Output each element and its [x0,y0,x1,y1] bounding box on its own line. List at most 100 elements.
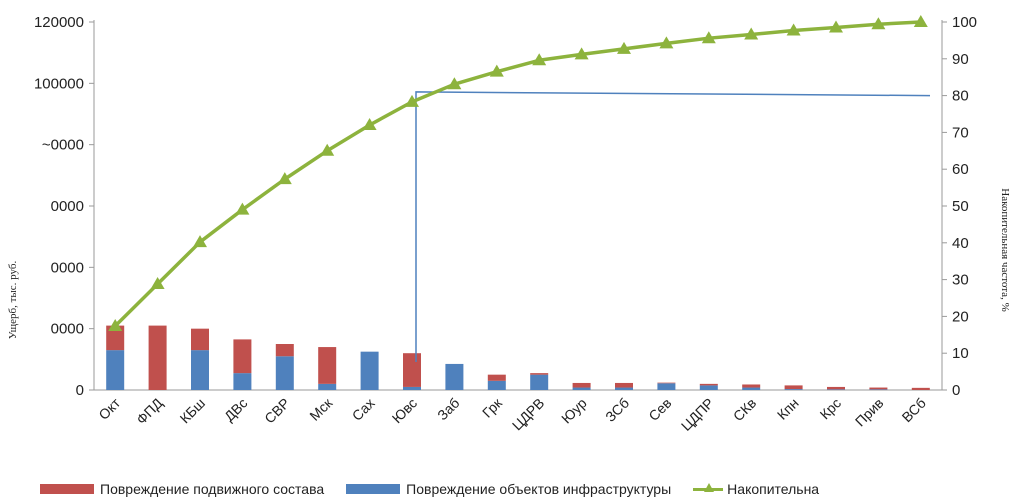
bar-infrastructure [784,389,803,390]
cumulative-point [871,17,886,30]
bar-rolling-stock [403,353,421,387]
x-tick-label: СКв [730,395,759,424]
legend-label-infrastructure: Повреждение объектов инфраструктуры [406,481,672,497]
bar-rolling-stock [784,385,803,390]
bar-rolling-stock [615,382,633,388]
x-tick-label: Прив [852,395,887,430]
legend-label-cumulative: Накопительна [727,481,820,497]
bar-infrastructure [827,389,845,390]
x-tick-label: ЦДПР [678,395,717,434]
legend-label-rolling-stock: Повреждение подвижного состава [100,481,325,497]
y2-tick-label: 20 [952,308,969,325]
threshold-line [415,91,931,362]
bars [106,325,930,390]
bar-rolling-stock [869,387,888,390]
x-tick-label: Ювс [389,395,420,426]
bar-rolling-stock [827,386,845,390]
y2-tick-label: 70 [952,124,969,141]
x-tick-label: ВСб [899,395,929,425]
cumulative-point [701,31,716,44]
y2-tick-label: 30 [952,272,969,289]
x-tick-label: Юур [558,395,590,427]
x-tick-label: ФПД [133,394,166,427]
legend-item-rolling-stock: Повреждение подвижного состава [40,481,324,497]
x-tick-label: ЦДРВ [509,395,548,434]
cumulative-point [574,47,589,60]
x-tick-label: Кпн [774,395,802,423]
bar-infrastructure [318,383,337,390]
bar-infrastructure [657,383,676,390]
bar-infrastructure [487,380,506,390]
bar-infrastructure [699,385,718,390]
legend-item-cumulative: Накопительна [693,481,819,497]
cumulative-point [829,20,843,33]
cumulative-point [532,53,547,66]
bar-infrastructure [360,351,379,390]
y2-tick-label: 60 [952,161,969,178]
x-tick-label: Мск [306,394,336,424]
cumulative-point [235,202,250,215]
x-tick-label: Окт [95,394,123,422]
cumulative-line [113,20,921,328]
bar-infrastructure [275,356,294,390]
y-tick-label: 100000 [34,75,84,92]
bar-rolling-stock [657,382,676,384]
axes [93,20,943,391]
x-tick-label: Грк [479,394,506,421]
legend: Повреждение подвижного состава Поврежден… [40,478,841,500]
cumulative-point [447,77,462,90]
y-tick-label: 0000 [51,321,84,338]
legend-swatch-cumulative [693,483,724,494]
bar-rolling-stock [572,382,591,388]
bar-infrastructure [869,389,888,390]
x-tick-label: Крс [817,395,845,423]
bar-rolling-stock [148,325,167,390]
legend-swatch-infrastructure [346,484,401,494]
cumulative-point [362,118,377,131]
bar-infrastructure [615,387,633,390]
y2-tick-label: 0 [952,382,960,399]
cumulative-series [108,15,928,331]
bar-infrastructure [445,363,464,390]
bar-infrastructure [742,387,761,390]
bar-rolling-stock [742,384,761,388]
y2-tick-label: 50 [952,198,969,215]
category-labels: Окт ФПД КБш ДВс СВР Мск Сах Ювс Заб Грк ЦДРВ Юур ЗСб… [95,394,929,434]
y2-tick-label: 100 [952,14,977,31]
cumulative-point [150,277,165,290]
y-tick-label: ~0000 [42,137,84,154]
y2-tick-label: 10 [952,345,969,362]
bar-infrastructure [106,350,125,390]
bar-rolling-stock [233,339,252,374]
x-tick-label: ДВс [221,395,251,425]
y2-tick-label: 90 [952,51,969,68]
cumulative-point [744,27,759,40]
bar-rolling-stock [911,387,930,390]
bar-rolling-stock [530,373,549,375]
bar-rolling-stock [275,344,294,357]
bar-infrastructure [403,386,421,390]
cumulative-point [193,235,207,248]
legend-item-infrastructure: Повреждение объектов инфраструктуры [346,481,671,497]
cumulative-point [489,64,504,77]
x-tick-label: Заб [434,395,462,423]
bar-rolling-stock [106,325,125,351]
x-tick-label: ЗСб [602,395,632,425]
legend-swatch-rolling-stock [40,484,94,494]
cumulative-point [108,318,123,331]
bar-rolling-stock [318,347,337,384]
threshold-line-group [415,91,931,362]
bar-infrastructure [233,373,252,390]
y-tick-label: 0 [76,382,84,399]
cumulative-point [786,23,801,36]
x-tick-label: КБш [177,395,209,427]
bar-infrastructure [572,387,591,390]
y-tick-label: 120000 [34,14,84,31]
bar-rolling-stock [699,383,718,386]
bar-rolling-stock [191,328,209,351]
x-tick-label: Сах [349,395,378,424]
y-axis-title: Ущерб, тыс. руб. [7,261,19,340]
